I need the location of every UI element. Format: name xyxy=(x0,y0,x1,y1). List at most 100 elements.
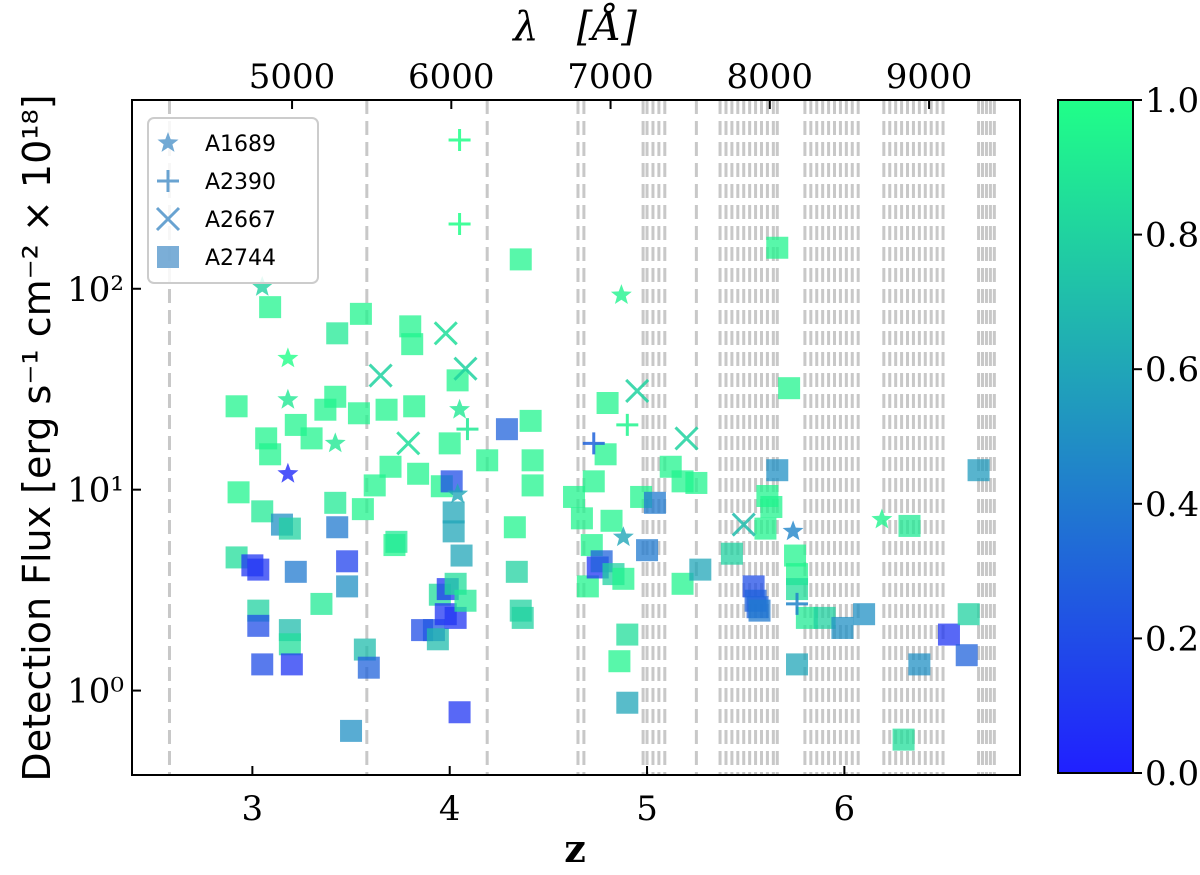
point xyxy=(453,356,478,381)
point xyxy=(786,578,809,601)
colorbar-tick-label: 1.0 xyxy=(1145,81,1199,121)
colorbar-tick-label: 0.8 xyxy=(1145,216,1199,256)
point xyxy=(277,347,299,368)
point xyxy=(967,459,990,482)
colorbar-tick-label: 0.4 xyxy=(1145,485,1199,525)
x2-tick-label: 8000 xyxy=(727,57,814,97)
point xyxy=(300,427,323,450)
point xyxy=(778,377,801,400)
point xyxy=(594,443,617,466)
point xyxy=(351,498,374,521)
colorbar xyxy=(1057,99,1134,774)
legend-box xyxy=(147,117,319,284)
point xyxy=(225,395,248,418)
point xyxy=(505,560,528,583)
point xyxy=(347,402,370,425)
point xyxy=(442,501,465,524)
point xyxy=(616,413,639,436)
point xyxy=(340,719,363,742)
point xyxy=(336,550,359,573)
plot-frame xyxy=(131,99,1021,776)
point xyxy=(582,470,605,493)
y-tick-label: 10¹ xyxy=(67,471,124,511)
point xyxy=(277,388,299,409)
x2-tick-label: 5000 xyxy=(249,57,336,97)
point xyxy=(786,592,809,615)
x2-axis-label: λ [Å] xyxy=(511,3,637,50)
legend-label: A2390 xyxy=(205,170,276,195)
legend-marker xyxy=(157,132,179,152)
point xyxy=(495,418,518,441)
point xyxy=(937,623,960,646)
point xyxy=(324,491,347,514)
point xyxy=(766,459,789,482)
point xyxy=(456,418,479,441)
point xyxy=(671,572,694,595)
point xyxy=(324,385,347,408)
point xyxy=(259,443,282,466)
point xyxy=(444,572,467,595)
point xyxy=(433,321,458,346)
point xyxy=(251,653,274,676)
point xyxy=(247,558,270,581)
legend-marker xyxy=(157,246,179,268)
point xyxy=(955,644,978,667)
point xyxy=(610,284,632,304)
point xyxy=(754,517,777,540)
point xyxy=(625,378,650,404)
point xyxy=(616,623,639,646)
point xyxy=(570,507,593,530)
point xyxy=(563,485,586,508)
y-tick-label: 10² xyxy=(67,270,124,310)
point xyxy=(407,462,430,485)
colorbar-tick-label: 0.0 xyxy=(1145,754,1199,794)
point xyxy=(853,603,876,626)
point xyxy=(454,589,477,612)
point xyxy=(448,213,471,236)
point xyxy=(612,526,634,547)
point xyxy=(426,628,449,651)
point xyxy=(446,369,469,392)
point xyxy=(892,728,915,751)
point xyxy=(363,474,386,497)
point xyxy=(251,500,274,523)
point xyxy=(786,653,809,676)
point xyxy=(448,129,471,152)
point xyxy=(280,653,303,676)
point xyxy=(612,567,635,590)
legend-label: A2744 xyxy=(205,246,276,271)
x2-tick-label: 9000 xyxy=(886,57,973,97)
point xyxy=(368,363,393,388)
point xyxy=(450,544,473,567)
point xyxy=(521,449,544,472)
point xyxy=(375,398,398,421)
point xyxy=(448,701,471,724)
x-tick-label: 3 xyxy=(242,789,264,829)
point xyxy=(616,691,639,714)
x-tick-label: 4 xyxy=(439,789,461,829)
point xyxy=(278,517,301,540)
point xyxy=(766,236,789,259)
point xyxy=(720,542,743,565)
point xyxy=(503,516,526,539)
point xyxy=(748,599,771,622)
point xyxy=(521,474,544,497)
point xyxy=(247,614,270,637)
legend-label: A2667 xyxy=(205,208,276,233)
point xyxy=(519,409,542,432)
point xyxy=(227,481,250,504)
point xyxy=(447,483,469,503)
point xyxy=(674,426,699,451)
point xyxy=(600,509,623,532)
point xyxy=(871,508,893,529)
point xyxy=(511,606,534,629)
point xyxy=(643,491,666,514)
x2-tick-label: 6000 xyxy=(408,57,495,97)
point xyxy=(782,520,804,541)
point xyxy=(349,302,372,325)
x2-tick-label: 7000 xyxy=(567,57,654,97)
point xyxy=(385,530,408,553)
point xyxy=(582,432,605,455)
point xyxy=(379,455,402,478)
point xyxy=(444,606,467,629)
